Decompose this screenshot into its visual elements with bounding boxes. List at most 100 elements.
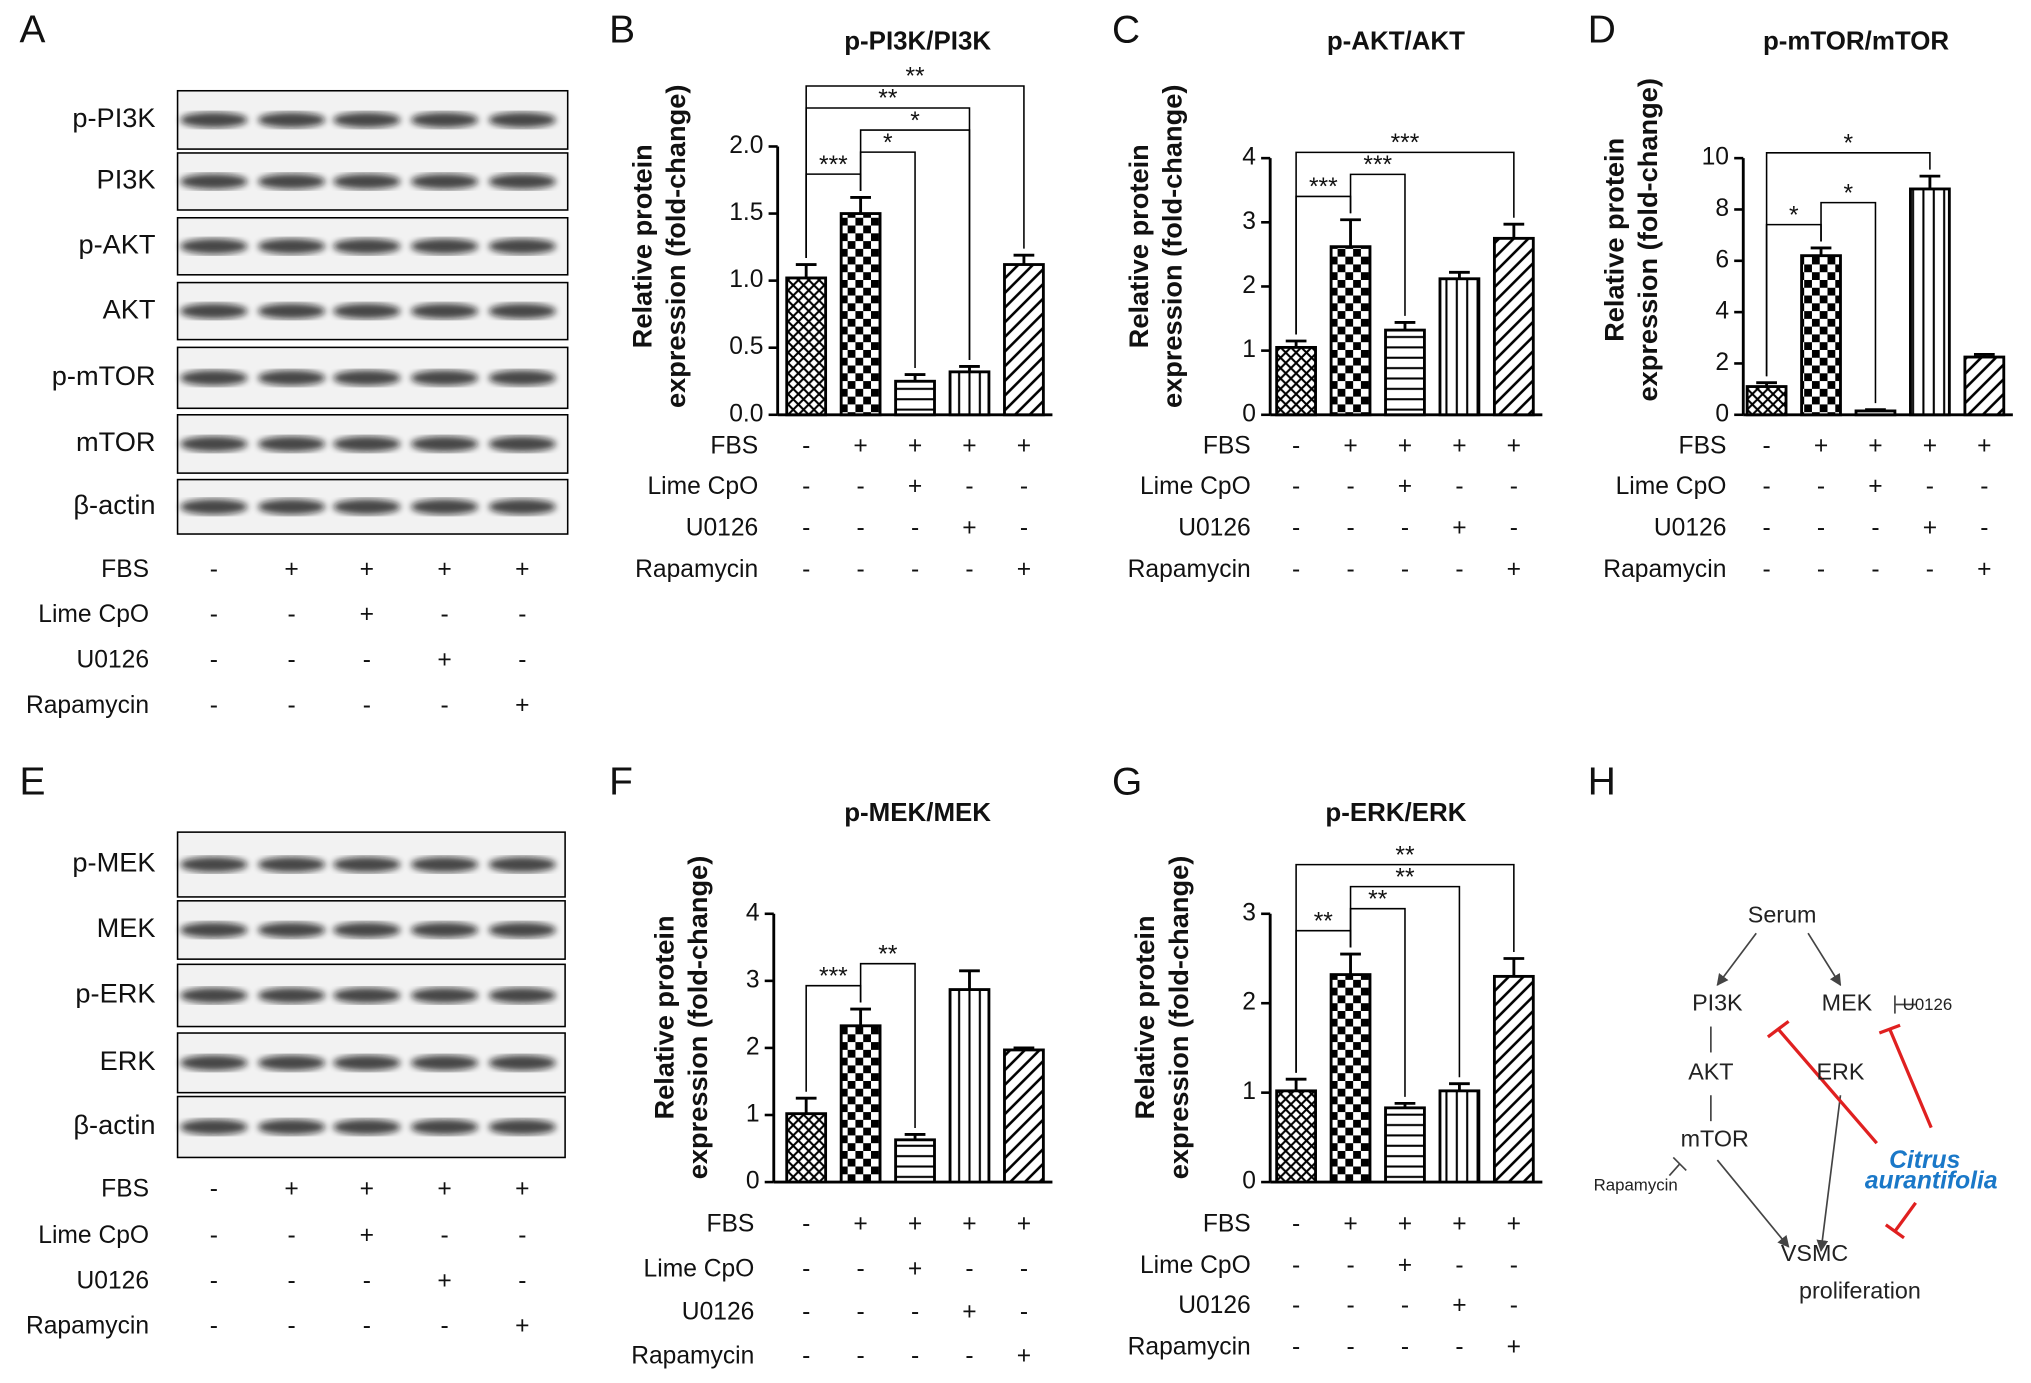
treatment-sign: +: [908, 473, 922, 500]
row-label: p-AKT: [78, 228, 155, 259]
treatment-sign: -: [288, 1222, 296, 1249]
treatment-sign: -: [440, 692, 448, 719]
node: ERK: [1817, 1058, 1865, 1084]
y-tick-label: 8: [1715, 195, 1729, 222]
band: [257, 856, 326, 873]
band: [410, 922, 479, 938]
treatment-sign: +: [1452, 1210, 1466, 1237]
y-tick-label: 0.0: [729, 400, 763, 427]
treatment-label: Rapamycin: [635, 556, 758, 583]
band: [257, 112, 326, 128]
y-tick-label: 1.0: [729, 266, 763, 293]
treatment-sign: +: [515, 1313, 529, 1340]
band: [180, 436, 248, 452]
band: [257, 303, 326, 319]
treatment-label: Rapamycin: [1128, 1333, 1251, 1360]
y-axis-label: expression (fold-change): [1156, 85, 1187, 408]
treatment-sign: -: [1292, 1333, 1300, 1360]
band: [257, 370, 326, 386]
treatment-sign: -: [288, 1313, 296, 1340]
treatment-sign: +: [1452, 433, 1466, 460]
treatment-sign: +: [1398, 1210, 1412, 1237]
node: U0126: [1903, 995, 1953, 1014]
treatment-sign: -: [1762, 514, 1770, 541]
band: [333, 922, 401, 938]
chart-title: p-PI3K/PI3K: [844, 28, 991, 56]
row-label: p-MEK: [72, 847, 155, 878]
y-tick-label: 1: [1242, 336, 1256, 363]
treatment-sign: -: [440, 601, 448, 628]
treatment-sign: -: [911, 514, 919, 541]
significance-label: *: [910, 108, 920, 135]
treatment-label: FBS: [1679, 433, 1727, 460]
bar: [1003, 1048, 1045, 1184]
panel-letter: H: [1588, 760, 1616, 803]
node: MEK: [1822, 990, 1873, 1016]
treatment-sign: -: [965, 1343, 973, 1370]
treatment-sign: +: [360, 1222, 374, 1249]
y-axis-label: Relative protein: [1129, 915, 1160, 1119]
panel-letter: G: [1112, 760, 1142, 803]
significance-label: *: [1843, 131, 1853, 158]
treatment-sign: -: [1926, 556, 1934, 583]
treatment-sign: -: [210, 1222, 218, 1249]
significance-label: **: [905, 64, 925, 91]
y-tick-label: 0: [746, 1168, 760, 1195]
band: [333, 987, 401, 1004]
treatment-sign: -: [1455, 1252, 1463, 1279]
treatment-sign: -: [857, 473, 865, 500]
treatment-sign: +: [515, 1175, 529, 1202]
panel-letter: D: [1588, 9, 1616, 52]
band: [488, 370, 557, 386]
treatment-sign: +: [437, 1267, 451, 1294]
significance-bracket: [1820, 201, 1877, 404]
band: [488, 856, 557, 873]
row-label: β-actin: [73, 489, 155, 520]
treatment-label: Rapamycin: [26, 1313, 149, 1340]
band: [410, 238, 479, 255]
y-axis-label: Relative protein: [1598, 138, 1629, 342]
bar: [1909, 187, 1951, 417]
treatment-sign: -: [363, 1313, 371, 1340]
band: [180, 238, 248, 255]
treatment-sign: -: [1510, 514, 1518, 541]
bar: [1800, 254, 1842, 417]
treatment-sign: -: [1292, 1210, 1300, 1237]
y-tick-label: 6: [1715, 246, 1729, 273]
treatment-sign: -: [802, 1210, 810, 1237]
bar: [1275, 345, 1317, 417]
treatment-label: Lime CpO: [1616, 473, 1727, 500]
treatment-sign: -: [1292, 556, 1300, 583]
band: [410, 499, 479, 515]
y-tick-label: 1: [746, 1101, 760, 1128]
treatment-label: U0126: [1654, 514, 1727, 541]
treatment-sign: -: [1871, 556, 1879, 583]
band: [180, 112, 248, 128]
treatment-sign: -: [1455, 1333, 1463, 1360]
panel-letter: C: [1112, 9, 1140, 52]
y-tick-label: 2: [1715, 349, 1729, 376]
treatment-sign: +: [853, 1210, 867, 1237]
node: mTOR: [1681, 1126, 1749, 1152]
band: [333, 499, 401, 515]
inhibitor: Citrus: [1889, 1147, 1960, 1174]
band: [257, 922, 326, 938]
treatment-sign: +: [908, 433, 922, 460]
treatment-sign: +: [962, 433, 976, 460]
treatment-label: Rapamycin: [1603, 556, 1726, 583]
band: [488, 112, 557, 128]
bar: [839, 212, 882, 417]
treatment-label: FBS: [1203, 433, 1251, 460]
treatment-sign: -: [802, 1256, 810, 1283]
bar: [1329, 973, 1372, 1184]
treatment-sign: -: [1510, 1252, 1518, 1279]
outcome: proliferation: [1799, 1277, 1921, 1303]
y-axis-label: expression (fold-change): [1632, 78, 1663, 401]
treatment-sign: -: [1510, 1292, 1518, 1319]
treatment-sign: -: [518, 1267, 526, 1294]
row-label: AKT: [103, 293, 156, 324]
treatment-sign: -: [518, 647, 526, 674]
treatment-sign: +: [962, 514, 976, 541]
bar: [894, 379, 936, 417]
treatment-sign: -: [1346, 514, 1354, 541]
